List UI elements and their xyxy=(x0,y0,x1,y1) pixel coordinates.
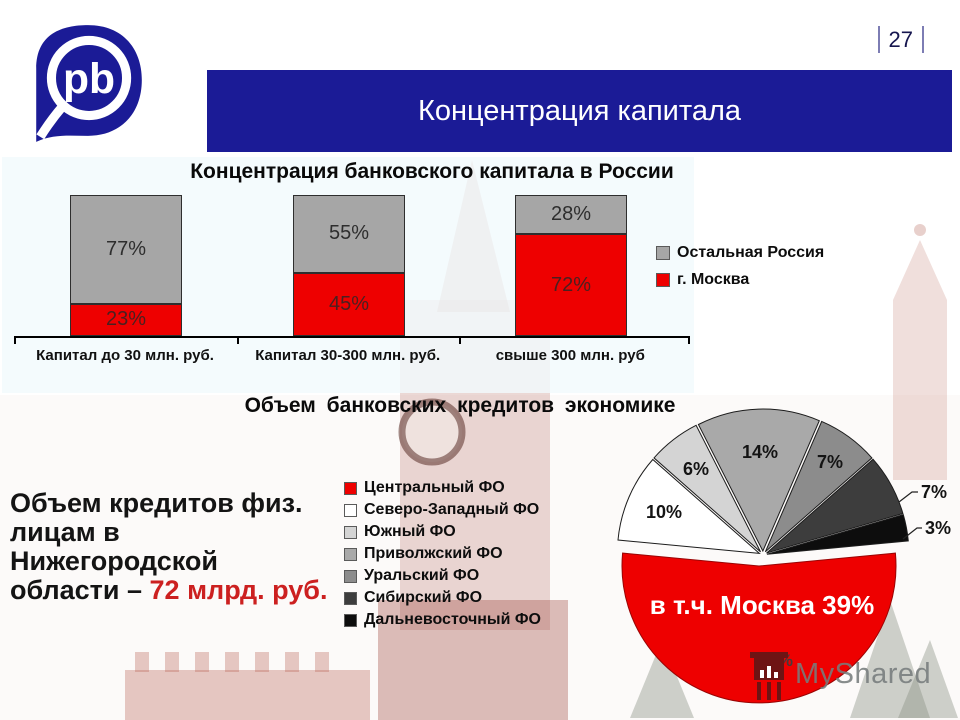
credit-note-line: Объем кредитов физ. xyxy=(10,488,303,518)
axis-tick xyxy=(236,337,239,344)
myshared-icon xyxy=(750,652,788,700)
axis-tick xyxy=(14,337,16,344)
legend-item: Дальневосточный ФО xyxy=(344,611,541,629)
legend-label: Уральский ФО xyxy=(364,567,480,584)
page-number-divider-right xyxy=(922,26,924,53)
slide-title: Концентрация капитала xyxy=(417,94,742,127)
bar-segment-rest: 77% xyxy=(70,195,182,304)
pie-legend: Центральный ФО Северо-Западный ФО Южный ФО… xyxy=(344,479,541,633)
bar-segment-rest: 55% xyxy=(293,195,405,273)
legend-item: Остальная Россия xyxy=(656,244,824,262)
pie-slice xyxy=(764,420,873,553)
legend-label: Дальневосточный ФО xyxy=(364,611,541,628)
legend-label: Сибирский ФО xyxy=(364,589,483,606)
bar-value-label: 23% xyxy=(105,308,147,331)
bar-chart-x-axis xyxy=(14,336,690,338)
bar-segment-moscow: 72% xyxy=(515,234,627,336)
page-number: 27 xyxy=(877,26,924,53)
pie-slice-label: 7% xyxy=(921,482,947,502)
legend-item: Южный ФО xyxy=(344,523,541,541)
bar-value-label: 28% xyxy=(550,203,592,226)
pie-slice xyxy=(766,513,909,555)
credit-volume-note: Объем кредитов физ. лицам в Нижегородско… xyxy=(10,489,365,605)
legend-item: Центральный ФО xyxy=(344,479,541,497)
bank-logo-text: pb xyxy=(63,55,115,103)
legend-label: Северо-Западный ФО xyxy=(364,501,540,518)
legend-swatch xyxy=(656,273,670,287)
pie-chart-svg: 10%6%14%7%7%3%в т.ч. Москва 39%53% xyxy=(617,408,951,704)
bar-category-label: свыше 300 млн. руб xyxy=(495,347,645,364)
pie-slice-label: 14% xyxy=(742,442,778,462)
legend-swatch xyxy=(344,547,357,561)
pie-slice-central xyxy=(621,552,897,704)
bar-segment-moscow: 23% xyxy=(70,303,182,336)
myshared-label: MyShared xyxy=(795,657,932,690)
legend-swatch xyxy=(656,246,670,260)
bank-logo: pb xyxy=(36,25,142,142)
legend-label: Южный ФО xyxy=(364,523,456,540)
legend-item: г. Москва xyxy=(656,271,824,289)
page-number-divider-left xyxy=(877,26,880,53)
bar-chart-title: Концентрация банковского капитала в Росс… xyxy=(190,160,674,183)
pie-chart-title: Объем банковских кредитов экономике xyxy=(244,394,676,417)
legend-label: Приволжский ФО xyxy=(364,545,503,562)
legend-swatch xyxy=(344,525,357,539)
pie-slice xyxy=(697,408,820,553)
pie-slice-label: 10% xyxy=(646,502,682,522)
legend-label: г. Москва xyxy=(677,271,750,288)
pie-slice-label: 6% xyxy=(683,459,709,479)
page-number-value: 27 xyxy=(888,26,913,52)
pie-slice-label: 3% xyxy=(925,518,951,538)
leader-line xyxy=(898,491,918,503)
credit-note-line: лицам в xyxy=(10,517,120,547)
legend-item: Уральский ФО xyxy=(344,567,541,585)
legend-swatch xyxy=(344,569,357,583)
bar-segment-moscow: 45% xyxy=(293,272,405,336)
myshared-watermark[interactable]: MyShared xyxy=(748,646,931,702)
legend-swatch xyxy=(344,503,357,517)
legend-label: Остальная Россия xyxy=(677,244,825,261)
bar-value-label: 77% xyxy=(105,237,147,260)
bar-category-label: Капитал 30-300 млн. руб. xyxy=(255,347,441,364)
leader-line xyxy=(902,527,922,540)
legend-item: Северо-Западный ФО xyxy=(344,501,541,519)
pie-slice-label: 7% xyxy=(817,452,843,472)
slide-title-banner: Концентрация капитала xyxy=(207,70,952,152)
legend-swatch xyxy=(344,591,357,605)
pie-slice xyxy=(653,424,761,553)
credit-note-line: Нижегородской xyxy=(10,546,218,576)
axis-tick xyxy=(459,337,462,344)
bar-value-label: 72% xyxy=(550,273,592,296)
bar-chart: Концентрация банковского капитала в Росс… xyxy=(2,157,694,393)
bar-value-label: 45% xyxy=(328,292,370,315)
legend-label: Центральный ФО xyxy=(364,479,505,496)
bar-value-label: 55% xyxy=(328,222,370,245)
pie-slice xyxy=(617,458,761,555)
axis-tick xyxy=(688,337,690,344)
pie-slice xyxy=(766,458,904,554)
credit-note-line: области – 72 млрд. руб. xyxy=(10,575,328,605)
moscow-share-annotation: в т.ч. Москва 39% xyxy=(650,590,874,620)
legend-swatch xyxy=(344,481,357,495)
legend-item: Сибирский ФО xyxy=(344,589,541,607)
credit-note-highlight: 72 млрд. руб. xyxy=(149,575,328,605)
bar-segment-rest: 28% xyxy=(515,195,627,235)
legend-swatch xyxy=(344,613,357,627)
bar-category-label: Капитал до 30 млн. руб. xyxy=(36,347,214,364)
bar-chart-legend: Остальная Россия г. Москва xyxy=(656,244,824,298)
legend-item: Приволжский ФО xyxy=(344,545,541,563)
